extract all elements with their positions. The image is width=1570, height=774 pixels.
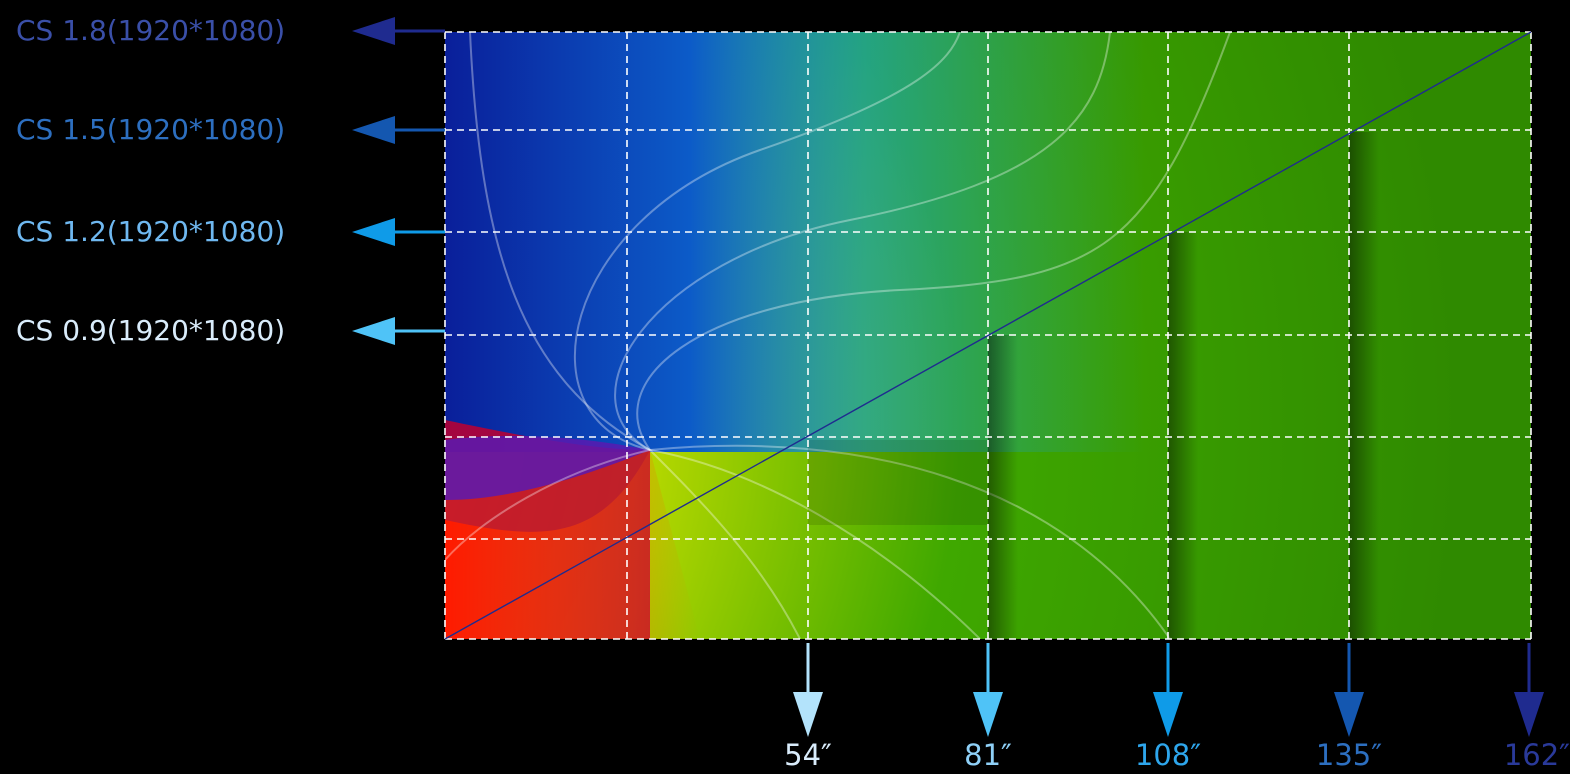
row-arrows	[352, 17, 445, 345]
size-label-81: 81″	[964, 738, 1012, 772]
size-arrows	[793, 643, 1544, 737]
resolution-label-1-2: CS 1.2(1920*1080)	[16, 215, 286, 248]
size-label-108: 108″	[1134, 738, 1202, 772]
size-label-135: 135″	[1315, 738, 1383, 772]
resolution-label-0-9: CS 0.9(1920*1080)	[16, 314, 286, 347]
resolution-label-1-8: CS 1.8(1920*1080)	[16, 14, 286, 47]
resolution-label-1-5: CS 1.5(1920*1080)	[16, 113, 286, 146]
diagonal-line	[444, 31, 1532, 640]
size-label-162: 162″	[1503, 738, 1570, 772]
size-label-54: 54″	[784, 738, 832, 772]
